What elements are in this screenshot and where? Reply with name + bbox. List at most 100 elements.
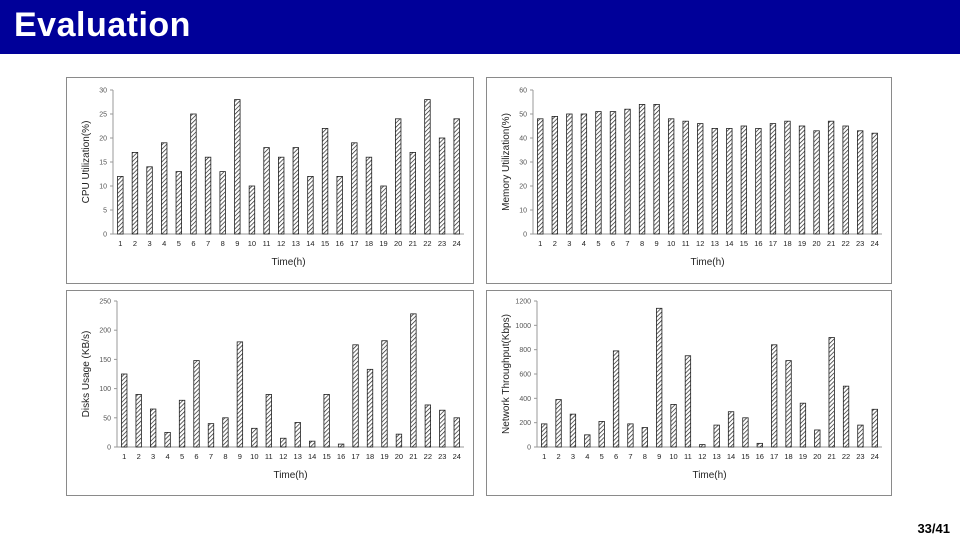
x-axis-label: Time(h) bbox=[273, 470, 307, 481]
x-tick-label: 21 bbox=[827, 239, 835, 248]
x-tick-label: 21 bbox=[828, 452, 836, 461]
bar-hour-21 bbox=[828, 337, 835, 448]
bar-hour-19 bbox=[381, 340, 388, 448]
x-tick-label: 19 bbox=[799, 452, 807, 461]
x-tick-label: 20 bbox=[394, 239, 402, 248]
bar-hour-20 bbox=[395, 433, 403, 448]
bar-hour-8 bbox=[219, 171, 226, 235]
y-axis-label: Memory Utilization(%) bbox=[501, 113, 512, 211]
x-tick-label: 1 bbox=[538, 239, 542, 248]
x-tick-label: 6 bbox=[614, 452, 618, 461]
y-tick-label: 10 bbox=[99, 184, 107, 191]
bar-hour-4 bbox=[161, 142, 168, 235]
bar-hour-13 bbox=[711, 128, 718, 235]
x-tick-label: 13 bbox=[713, 452, 721, 461]
y-tick-label: 60 bbox=[519, 88, 527, 95]
bar-hour-17 bbox=[351, 142, 358, 235]
bar-hour-22 bbox=[842, 385, 850, 448]
bar-hour-13 bbox=[713, 424, 720, 448]
bar-hour-5 bbox=[598, 421, 605, 448]
bar-hour-6 bbox=[609, 111, 617, 235]
x-tick-label: 10 bbox=[250, 452, 258, 461]
bar-hour-7 bbox=[624, 108, 631, 235]
bar-hour-10 bbox=[670, 404, 677, 448]
bar-hour-15 bbox=[740, 125, 748, 235]
bar-hour-3 bbox=[149, 408, 157, 448]
y-tick-label: 20 bbox=[99, 136, 107, 143]
x-tick-label: 6 bbox=[611, 239, 615, 248]
bar-hour-10 bbox=[248, 185, 256, 235]
x-tick-label: 12 bbox=[277, 239, 285, 248]
bar-hour-14 bbox=[726, 128, 733, 235]
bar-hour-20 bbox=[395, 118, 402, 235]
y-tick-label: 0 bbox=[523, 232, 527, 239]
y-tick-label: 0 bbox=[107, 445, 111, 452]
x-tick-label: 13 bbox=[294, 452, 302, 461]
x-tick-label: 18 bbox=[784, 452, 792, 461]
y-tick-label: 10 bbox=[519, 208, 527, 215]
x-tick-label: 7 bbox=[209, 452, 213, 461]
bar-hour-1 bbox=[121, 373, 128, 448]
x-tick-label: 2 bbox=[556, 452, 560, 461]
x-tick-label: 3 bbox=[567, 239, 571, 248]
x-tick-label: 22 bbox=[424, 452, 432, 461]
bar-hour-14 bbox=[307, 176, 314, 235]
bar-hour-19 bbox=[798, 125, 806, 235]
bar-hour-13 bbox=[294, 422, 301, 448]
x-tick-label: 23 bbox=[856, 452, 864, 461]
page-number: 33/41 bbox=[917, 521, 950, 536]
bar-hour-6 bbox=[190, 113, 197, 235]
bar-hour-2 bbox=[131, 152, 139, 235]
x-tick-label: 22 bbox=[423, 239, 431, 248]
bar-hour-15 bbox=[323, 394, 330, 448]
y-tick-label: 1200 bbox=[515, 299, 531, 306]
bar-hour-16 bbox=[337, 443, 345, 448]
x-tick-label: 11 bbox=[684, 452, 692, 461]
x-axis-label: Time(h) bbox=[692, 470, 726, 481]
x-tick-label: 2 bbox=[553, 239, 557, 248]
bar-hour-21 bbox=[827, 120, 835, 235]
x-tick-label: 19 bbox=[380, 452, 388, 461]
x-tick-label: 3 bbox=[151, 452, 155, 461]
network-throughput-chart: 0 200 400 600 800 1000 1200 1 2 3 4 5 6 7 8 9 10 11 12 13 14… bbox=[486, 290, 892, 496]
x-tick-label: 7 bbox=[628, 452, 632, 461]
bar-hour-5 bbox=[178, 399, 186, 448]
bar-hour-2 bbox=[135, 394, 142, 448]
x-tick-label: 9 bbox=[238, 452, 242, 461]
y-tick-label: 200 bbox=[99, 328, 111, 335]
y-tick-label: 400 bbox=[519, 396, 531, 403]
x-tick-label: 15 bbox=[322, 452, 330, 461]
bar-hour-7 bbox=[207, 423, 215, 448]
bar-hour-6 bbox=[193, 360, 200, 448]
x-tick-label: 14 bbox=[727, 452, 735, 461]
x-tick-label: 18 bbox=[365, 239, 373, 248]
x-tick-label: 16 bbox=[337, 452, 345, 461]
y-axis-label: CPU Utilization(%) bbox=[81, 121, 92, 204]
bar-hour-23 bbox=[857, 424, 864, 448]
x-tick-label: 5 bbox=[177, 239, 181, 248]
x-tick-label: 24 bbox=[871, 452, 879, 461]
bar-hour-12 bbox=[278, 156, 285, 235]
bar-hour-19 bbox=[380, 185, 387, 235]
x-tick-label: 4 bbox=[585, 452, 589, 461]
y-tick-label: 20 bbox=[519, 184, 527, 191]
bar-hour-12 bbox=[699, 444, 706, 448]
x-tick-label: 11 bbox=[263, 239, 271, 248]
bar-hour-18 bbox=[365, 156, 373, 235]
x-axis-label: Time(h) bbox=[271, 257, 305, 268]
bar-hour-2 bbox=[555, 399, 562, 448]
x-tick-label: 12 bbox=[696, 239, 704, 248]
y-tick-label: 600 bbox=[519, 372, 531, 379]
x-tick-label: 13 bbox=[292, 239, 300, 248]
x-tick-label: 12 bbox=[279, 452, 287, 461]
bar-hour-19 bbox=[799, 402, 807, 448]
x-tick-label: 9 bbox=[655, 239, 659, 248]
bar-hour-21 bbox=[409, 152, 416, 235]
bar-hour-23 bbox=[438, 137, 446, 235]
y-tick-label: 25 bbox=[99, 112, 107, 119]
x-tick-label: 6 bbox=[194, 452, 198, 461]
x-tick-label: 15 bbox=[741, 452, 749, 461]
bar-hour-4 bbox=[584, 434, 591, 448]
x-tick-label: 9 bbox=[235, 239, 239, 248]
